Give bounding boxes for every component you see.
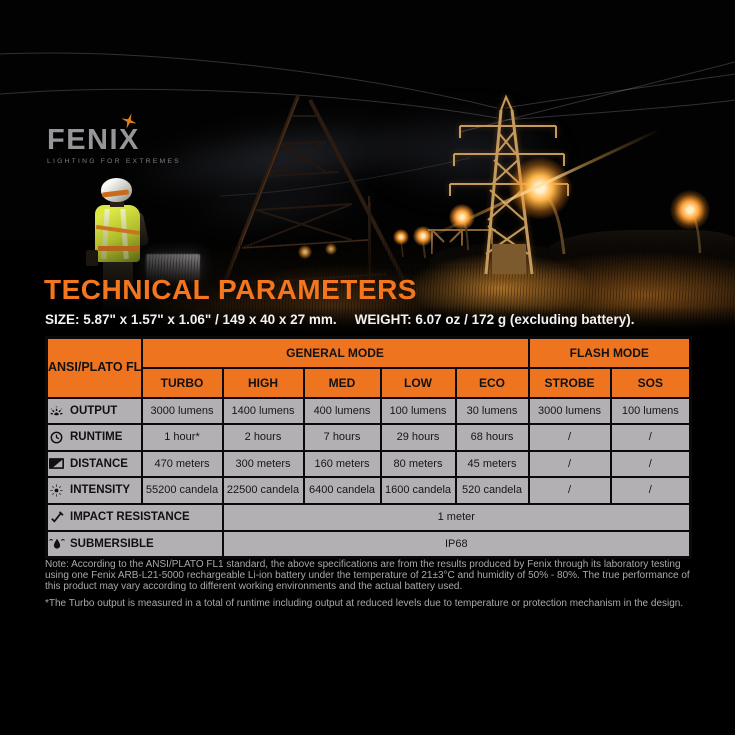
general-mode-header: GENERAL MODE bbox=[140, 336, 530, 369]
spec-cell: / bbox=[527, 449, 612, 478]
street-lamp-glow bbox=[449, 204, 475, 230]
weight-text: WEIGHT: 6.07 oz / 172 g (excluding batte… bbox=[354, 312, 635, 327]
mode-header-high: HIGH bbox=[221, 366, 305, 399]
mode-header-strobe: STROBE bbox=[527, 366, 612, 399]
mode-header-sos: SOS bbox=[609, 366, 692, 399]
spec-cell: IP68 bbox=[221, 529, 692, 559]
row-label: SUBMERSIBLE bbox=[70, 537, 154, 550]
spec-cell: 1600 candela bbox=[379, 475, 457, 505]
spec-cell: 160 meters bbox=[302, 449, 382, 478]
spec-cell: 22500 candela bbox=[221, 475, 305, 505]
spec-cell: 80 meters bbox=[379, 449, 457, 478]
footnotes: Note: According to the ANSI/PLATO FL1 st… bbox=[45, 559, 695, 609]
table-row: INTENSITY 55200 candela 22500 candela 64… bbox=[45, 475, 692, 505]
flash-mode-header: FLASH MODE bbox=[527, 336, 692, 369]
spec-cell: 470 meters bbox=[140, 449, 224, 478]
brand-logo: FENIX LIGHTING FOR EXTREMES bbox=[47, 113, 181, 165]
standard-note: Note: According to the ANSI/PLATO FL1 st… bbox=[45, 559, 690, 593]
row-label: IMPACT RESISTANCE bbox=[70, 511, 190, 523]
spec-cell: 100 lumens bbox=[379, 396, 457, 425]
runtime-icon bbox=[49, 431, 66, 444]
spec-cell: 1400 lumens bbox=[221, 396, 305, 425]
table-corner-label: ANSI/PLATO FL1 bbox=[45, 336, 143, 399]
street-lamp-glow bbox=[413, 226, 433, 246]
row-label: OUTPUT bbox=[70, 404, 118, 417]
street-lamp-glow bbox=[670, 190, 710, 230]
spec-cell: 3000 lumens bbox=[140, 396, 224, 425]
logo-wordmark: FENIX bbox=[47, 124, 140, 156]
mode-header-turbo: TURBO bbox=[140, 366, 224, 399]
table-row: SUBMERSIBLE IP68 bbox=[45, 529, 692, 559]
tool-pouch bbox=[86, 250, 98, 266]
table-row: DISTANCE 470 meters 300 meters 160 meter… bbox=[45, 449, 692, 478]
distance-icon bbox=[49, 458, 66, 469]
turbo-note: *The Turbo output is measured in a total… bbox=[45, 597, 684, 609]
output-icon bbox=[49, 405, 66, 417]
spec-cell: 400 lumens bbox=[302, 396, 382, 425]
street-lamp-glow bbox=[298, 245, 312, 259]
street-lamp-glow bbox=[393, 229, 409, 245]
submersible-icon bbox=[48, 538, 66, 549]
mode-header-med: MED bbox=[302, 366, 382, 399]
worker-figure bbox=[84, 176, 154, 326]
mode-header-eco: ECO bbox=[454, 366, 530, 399]
table-row: OUTPUT 3000 lumens 1400 lumens 400 lumen… bbox=[45, 396, 692, 425]
spec-cell: 68 hours bbox=[454, 422, 530, 452]
spec-cell: 2 hours bbox=[221, 422, 305, 452]
worker-neck bbox=[110, 200, 124, 207]
spec-cell: 55200 candela bbox=[140, 475, 224, 505]
impact-icon bbox=[49, 511, 66, 523]
spec-table: ANSI/PLATO FL1 GENERAL MODE FLASH MODE T… bbox=[45, 336, 693, 559]
spec-cell: 7 hours bbox=[302, 422, 382, 452]
spec-cell: 1 hour* bbox=[140, 422, 224, 452]
spec-cell: / bbox=[609, 475, 692, 505]
size-text: SIZE: 5.87" x 1.57" x 1.06" / 149 x 40 x… bbox=[45, 312, 337, 327]
row-label: DISTANCE bbox=[70, 457, 128, 470]
page-title: TECHNICAL PARAMETERS bbox=[44, 274, 417, 305]
table-row: IMPACT RESISTANCE 1 meter bbox=[45, 502, 692, 532]
spec-cell: 3000 lumens bbox=[527, 396, 612, 425]
street-lamp-glow bbox=[508, 156, 572, 220]
table-row: RUNTIME 1 hour* 2 hours 7 hours 29 hours… bbox=[45, 422, 692, 452]
spec-cell: 300 meters bbox=[221, 449, 305, 478]
spec-cell: 520 candela bbox=[454, 475, 530, 505]
spec-cell: 1 meter bbox=[221, 502, 692, 532]
utility-pole bbox=[368, 196, 370, 280]
spec-cell: 29 hours bbox=[379, 422, 457, 452]
spec-cell: 100 lumens bbox=[609, 396, 692, 425]
size-weight-line: SIZE: 5.87" x 1.57" x 1.06" / 149 x 40 x… bbox=[45, 312, 634, 327]
spec-cell: 30 lumens bbox=[454, 396, 530, 425]
spec-cell: / bbox=[609, 449, 692, 478]
mode-header-low: LOW bbox=[379, 366, 457, 399]
safety-harness bbox=[98, 246, 140, 251]
power-lines bbox=[0, 0, 735, 332]
row-label: INTENSITY bbox=[70, 484, 131, 496]
spec-cell: 45 meters bbox=[454, 449, 530, 478]
spec-cell: / bbox=[527, 422, 612, 452]
spec-cell: 6400 candela bbox=[302, 475, 382, 505]
intensity-icon bbox=[49, 483, 66, 497]
spec-cell: / bbox=[527, 475, 612, 505]
hero-photo bbox=[0, 0, 735, 332]
row-label: RUNTIME bbox=[70, 431, 123, 443]
logo-tagline: LIGHTING FOR EXTREMES bbox=[47, 158, 181, 165]
street-lamp-glow bbox=[325, 243, 337, 255]
spec-cell: / bbox=[609, 422, 692, 452]
logo-star-icon bbox=[121, 113, 137, 134]
photo-fade bbox=[0, 306, 735, 332]
